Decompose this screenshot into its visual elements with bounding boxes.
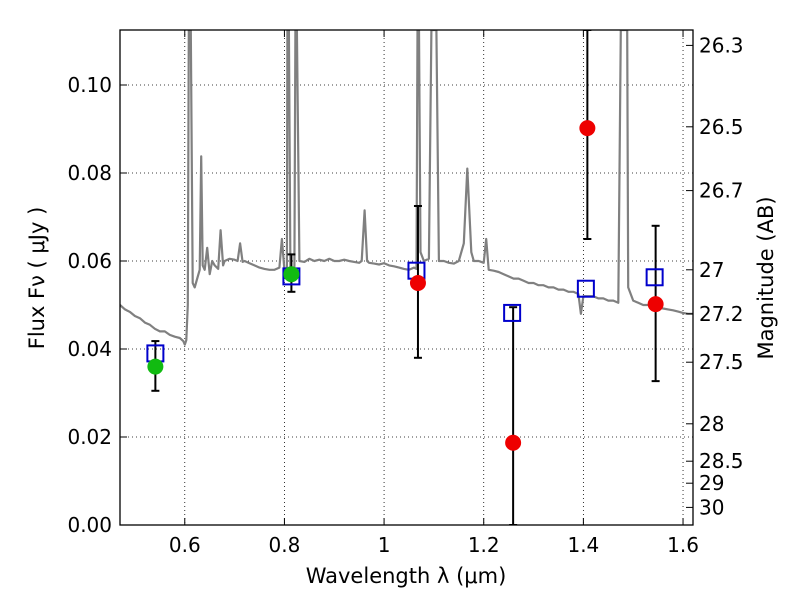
x-tick-label: 1.4 [567,533,599,557]
right-tick-label: 28 [699,412,724,436]
axis-ticks: 0.6 0.8 1 1.2 1.4 1.6 0.00 0.02 0.04 0.06 0.08 0.10… [67,30,744,557]
right-axis-label: Magnitude (AB) [754,196,778,359]
right-tick-label: 28.5 [699,449,744,473]
right-tick-label: 26.5 [699,115,744,139]
plot-frame [119,29,694,526]
right-tick-label: 27.2 [699,302,744,326]
x-axis-label: Wavelength λ (μm) [306,564,507,588]
y-tick-label: 0.02 [67,425,112,449]
y-tick-label: 0.00 [67,513,112,537]
right-tick-label: 26.7 [699,179,744,203]
observed-point [647,296,664,313]
x-tick-label: 0.6 [169,533,201,557]
plot-content [120,30,693,525]
grid [120,30,693,526]
model-photometry-square [645,268,664,287]
observed-point [283,266,300,283]
x-tick-label: 0.8 [269,533,301,557]
right-tick-label: 27 [699,258,724,282]
model-photometry-square [576,279,595,298]
y-tick-label: 0.04 [67,337,112,361]
x-tick-label: 1.2 [468,533,500,557]
x-tick-label: 1 [378,533,391,557]
right-tick-label: 30 [699,495,724,519]
model-photometry-square [503,303,522,322]
right-tick-label: 29 [699,471,724,495]
right-tick-label: 26.3 [699,33,744,57]
model-spectrum-line [120,30,693,346]
y-tick-label: 0.08 [67,161,112,185]
right-tick-label: 27.5 [699,350,744,374]
x-tick-label: 1.6 [667,533,699,557]
y-tick-label: 0.06 [67,249,112,273]
observed-point [579,120,596,137]
observed-point [409,275,426,291]
observed-point [505,434,522,451]
y-tick-label: 0.10 [67,73,112,97]
plot-area [120,30,693,525]
observed-point [147,358,164,375]
y-axis-label: Flux Fν ( μJy ) [25,207,49,350]
